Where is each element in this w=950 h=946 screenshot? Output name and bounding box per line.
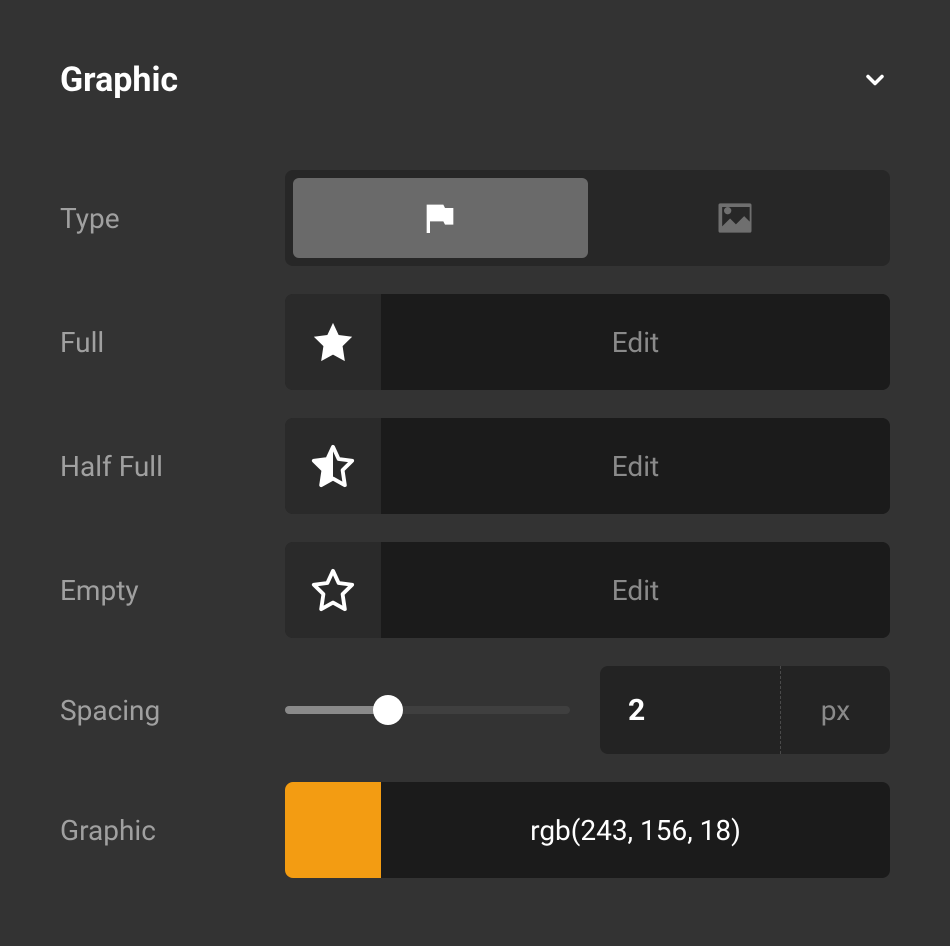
graphic-color-row: Graphic rgb(243, 156, 18)	[60, 782, 890, 878]
half-edit-group: Edit	[285, 418, 890, 514]
spacing-value-input[interactable]: 2	[600, 666, 780, 754]
panel-title: Graphic	[60, 60, 178, 100]
star-full-icon	[310, 319, 356, 365]
color-value-text: rgb(243, 156, 18)	[381, 782, 890, 878]
full-icon-cell[interactable]	[285, 294, 381, 390]
graphic-color-label: Graphic	[60, 814, 285, 847]
type-toggle	[285, 170, 890, 266]
half-row: Half Full Edit	[60, 418, 890, 514]
empty-row: Empty Edit	[60, 542, 890, 638]
half-label: Half Full	[60, 450, 285, 483]
type-label: Type	[60, 202, 285, 235]
type-option-icon[interactable]	[293, 178, 588, 258]
spacing-unit: px	[780, 666, 890, 754]
half-edit-button[interactable]: Edit	[381, 418, 890, 514]
spacing-slider[interactable]	[285, 698, 570, 722]
full-label: Full	[60, 326, 285, 359]
graphic-color-picker[interactable]: rgb(243, 156, 18)	[285, 782, 890, 878]
type-option-image[interactable]	[588, 178, 883, 258]
spacing-label: Spacing	[60, 694, 285, 727]
spacing-input-group: 2 px	[600, 666, 890, 754]
half-icon-cell[interactable]	[285, 418, 381, 514]
slider-track	[285, 706, 570, 714]
empty-label: Empty	[60, 574, 285, 607]
empty-icon-cell[interactable]	[285, 542, 381, 638]
star-empty-icon	[310, 567, 356, 613]
empty-edit-group: Edit	[285, 542, 890, 638]
collapse-toggle[interactable]	[860, 65, 890, 95]
full-edit-group: Edit	[285, 294, 890, 390]
panel-header: Graphic	[60, 60, 890, 100]
color-swatch[interactable]	[285, 782, 381, 878]
full-row: Full Edit	[60, 294, 890, 390]
star-half-icon	[310, 443, 356, 489]
spacing-row: Spacing 2 px	[60, 666, 890, 754]
full-edit-button[interactable]: Edit	[381, 294, 890, 390]
flag-icon	[420, 198, 460, 238]
type-row: Type	[60, 170, 890, 266]
image-icon	[713, 196, 757, 240]
chevron-down-icon	[861, 66, 889, 94]
slider-thumb[interactable]	[373, 695, 403, 725]
empty-edit-button[interactable]: Edit	[381, 542, 890, 638]
